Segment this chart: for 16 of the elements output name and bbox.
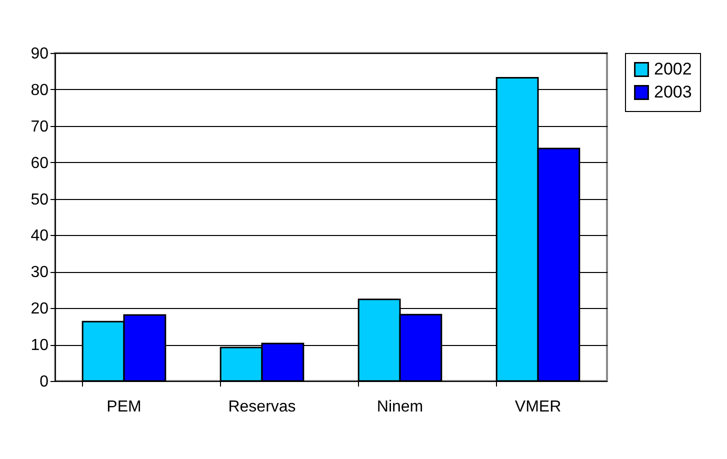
y-tick-label: 30 [30,264,49,282]
x-tick-label: VMER [514,398,562,416]
y-tick-label: 20 [30,300,49,318]
y-tick-label: 10 [30,337,49,354]
y-tick-label: 60 [30,154,49,172]
y-tick-label: 70 [30,118,49,136]
y-tick-label: 90 [30,46,49,62]
x-tick-label: Reservas [228,398,296,416]
y-tick-label: 80 [30,82,49,99]
legend-label: 2002 [654,60,692,78]
y-tick-label: 0 [40,374,49,390]
y-tick-label: 40 [30,228,49,245]
legend-label: 2003 [654,82,692,102]
x-tick-label: PEM [106,398,142,416]
y-tick-label: 50 [30,191,49,208]
x-tick-label: Ninem [376,398,424,416]
